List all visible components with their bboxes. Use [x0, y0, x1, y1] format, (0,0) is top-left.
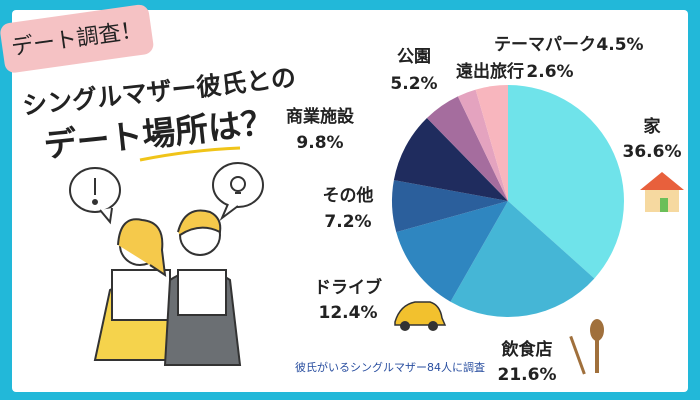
pie-slice — [393, 118, 508, 201]
pie-slice — [396, 201, 508, 302]
label-value: 2.6% — [526, 62, 573, 82]
label-name: 飲食店 — [501, 339, 553, 360]
house-icon — [640, 172, 684, 212]
label-name: 遠出旅行 — [456, 61, 524, 82]
label-value: 21.6% — [498, 365, 557, 385]
cutlery-icon — [569, 319, 604, 375]
badge: デート調査！ — [0, 4, 154, 73]
label-name: 公園 — [397, 47, 431, 67]
label-value: 12.4% — [319, 303, 378, 323]
label-name: ドライブ — [314, 277, 382, 298]
label-value: 5.2% — [390, 74, 437, 94]
underline — [139, 146, 241, 162]
pie-slice — [508, 85, 625, 279]
label-value: 4.5% — [596, 35, 643, 55]
label-value: 9.8% — [296, 133, 343, 153]
label-value: 7.2% — [324, 212, 371, 232]
pie-slice — [457, 89, 508, 201]
label-name: 家 — [644, 116, 661, 137]
footnote: 彼氏がいるシングルマザー84人に調査 — [295, 360, 485, 374]
illustration — [69, 162, 264, 366]
pie-slice — [391, 180, 508, 233]
car-icon — [394, 301, 447, 331]
label-name: 商業施設 — [286, 106, 355, 127]
pie-slice — [450, 201, 595, 317]
label-name: その他 — [323, 185, 374, 206]
label-value: 36.6% — [623, 142, 682, 162]
badge-bg — [0, 4, 154, 73]
pie-slice — [426, 96, 508, 201]
pie-slice — [475, 85, 508, 201]
label-name: テーマパーク — [494, 35, 596, 55]
